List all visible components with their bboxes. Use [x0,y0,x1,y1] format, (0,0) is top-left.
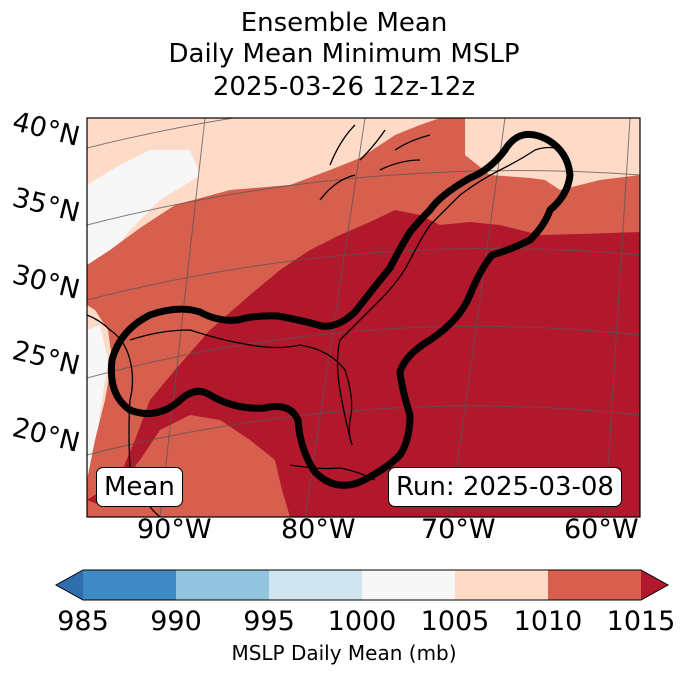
colorbar-1010-1015 [548,570,641,600]
lon-label-90w: 90°W [137,514,212,545]
run-date-box: Run: 2025-03-08 [388,467,622,507]
graticule [87,118,640,517]
colorbar-tick-990: 990 [150,606,202,637]
title-line-2: Daily Mean Minimum MSLP [168,39,520,69]
colorbar-985-990 [83,570,176,600]
colorbar-tick-1005: 1005 [420,606,490,637]
colorbar-1000-1005 [362,570,455,600]
lon-label-60w: 60°W [564,514,639,545]
mean-label-box: Mean [96,467,183,507]
colorbar-tick-1010: 1010 [513,606,583,637]
colorbar-995-1000 [269,570,362,600]
mslp-contour [107,130,574,489]
map-frame [86,117,641,518]
colorbar-tick-1000: 1000 [327,606,397,637]
colorbar [54,569,670,601]
field-1000-1005-west [87,325,108,475]
title-line-3: 2025-03-26 12z-12z [212,72,476,102]
colorbar-990-995 [176,570,269,600]
lon-label-70w: 70°W [421,514,496,545]
colorbar-1005-1010 [455,570,548,600]
lon-label-80w: 80°W [281,514,356,545]
field-1000-1005-north [87,150,200,265]
colorbar-label: MSLP Daily Mean (mb) [231,641,457,665]
colorbar-under-arrow [56,570,83,600]
colorbar-tick-995: 995 [243,606,295,637]
title-line-1: Ensemble Mean [240,8,448,38]
colorbar-over-arrow [641,570,668,600]
colorbar-tick-985: 985 [57,606,109,637]
field-above-1015 [87,210,640,517]
colorbar-tick-1015: 1015 [606,606,676,637]
